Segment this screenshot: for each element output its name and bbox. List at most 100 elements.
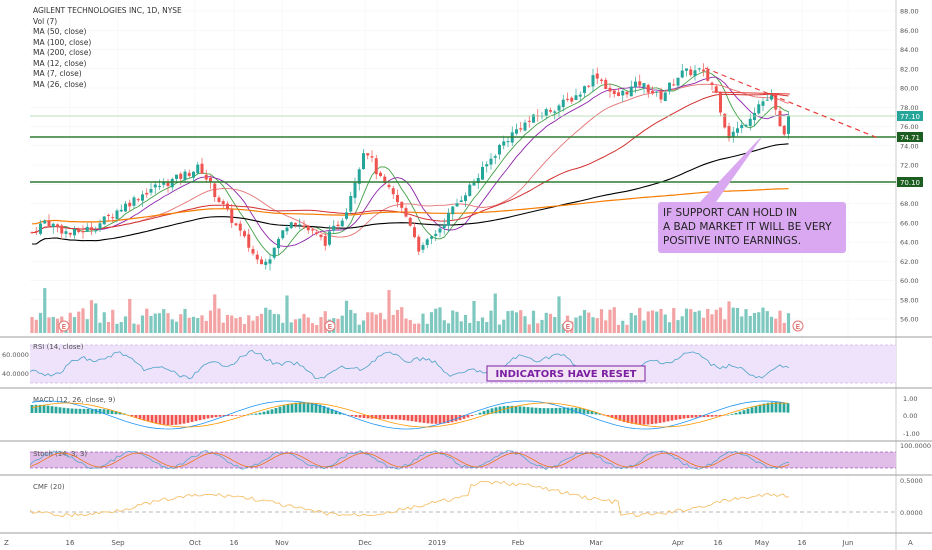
descending-trendline[interactable]: [704, 67, 879, 139]
macd-histogram-bar: [734, 412, 738, 415]
candle-body: [557, 105, 561, 111]
indicator-ma100[interactable]: MA (100, close): [33, 38, 91, 47]
candle-body: [238, 223, 242, 231]
svg-text:E: E: [566, 323, 570, 331]
volume-bar: [468, 322, 472, 333]
candle-body: [629, 86, 633, 97]
macd-histogram-bar: [358, 415, 362, 418]
candle-body: [498, 144, 501, 155]
macd-histogram-bar: [78, 408, 82, 414]
candle-body: [404, 208, 408, 217]
candle-body: [90, 227, 93, 231]
macd-histogram-bar: [322, 406, 326, 414]
volume-bar: [174, 321, 179, 333]
svg-text:40.0000: 40.0000: [2, 370, 29, 378]
auto-scale-corner[interactable]: A: [908, 539, 913, 547]
candle-body: [396, 194, 399, 203]
price-tick-label: 74.00: [900, 142, 919, 150]
macd-histogram-bar: [782, 402, 786, 413]
volume-bar: [731, 307, 735, 333]
macd-histogram-bar: [622, 415, 626, 422]
volume-bar: [276, 314, 281, 333]
macd-histogram-bar: [762, 403, 766, 413]
candle-body: [472, 182, 476, 186]
volume-bar: [234, 318, 238, 333]
indicator-ma50[interactable]: MA (50, close): [33, 27, 87, 36]
candle-body: [566, 98, 569, 100]
time-axis[interactable]: 16 Sep Oct 16 Nov Dec 2019 Feb Mar Apr 16 May 16 Jun: [66, 539, 854, 547]
candle-body: [166, 182, 170, 187]
candle-body: [532, 114, 535, 123]
svg-text:E: E: [62, 323, 66, 331]
callout-annotation[interactable]: IF SUPPORT CAN HOLD IN A BAD MARKET IT W…: [658, 137, 846, 253]
candle-body: [39, 223, 42, 234]
volume-bar: [264, 307, 268, 333]
macd-label: MACD (12, 26, close, 9): [33, 396, 116, 404]
candle-body: [655, 91, 659, 93]
volume-bar: [238, 317, 242, 333]
volume-bar: [740, 316, 744, 333]
macd-histogram-bar: [774, 402, 778, 413]
support-lines[interactable]: [30, 115, 896, 183]
macd-histogram-bar: [534, 407, 538, 414]
volume-bar: [225, 314, 230, 333]
macd-histogram-bar: [742, 410, 746, 415]
macd-histogram-bar: [446, 415, 450, 424]
volume-bar: [153, 313, 157, 333]
volume-bar: [769, 316, 774, 333]
candle-body: [693, 70, 697, 77]
macd-histogram-bar: [426, 415, 430, 424]
svg-text:-1.00: -1.00: [903, 430, 920, 438]
time-tick-label: 16: [798, 539, 807, 547]
indicator-ma12[interactable]: MA (12, close): [33, 59, 87, 68]
candle-body: [362, 153, 365, 170]
indicator-vol[interactable]: Vol (7): [33, 17, 57, 26]
macd-histogram-bar: [278, 406, 282, 414]
candle-body: [111, 217, 115, 219]
candle-body: [702, 69, 705, 72]
zoom-corner-left[interactable]: Z: [4, 539, 9, 547]
macd-histogram-bar: [362, 415, 366, 419]
candle-body: [357, 169, 361, 184]
earnings-markers[interactable]: E E E E: [58, 320, 804, 332]
candle-body: [455, 203, 459, 207]
rsi-label: RSI (14, close): [33, 343, 84, 351]
macd-histogram-bar: [354, 415, 358, 417]
indicator-ma7[interactable]: MA (7, close): [33, 69, 82, 78]
macd-histogram-bar: [490, 408, 494, 414]
macd-histogram-bar: [130, 415, 134, 417]
candle-body: [591, 75, 595, 87]
candle-body: [179, 173, 183, 179]
volume-bar: [497, 324, 502, 333]
volume-bar: [761, 307, 765, 333]
macd-histogram-bar: [154, 415, 158, 424]
volume-bar: [582, 310, 587, 333]
macd-histogram-bar: [494, 407, 498, 414]
macd-histogram-bar: [690, 415, 694, 418]
volume-bar: [319, 317, 323, 333]
volume-bar: [574, 317, 578, 333]
svg-text:1.00: 1.00: [903, 395, 917, 403]
macd-histogram-bar: [482, 411, 486, 415]
callout-pointer: [700, 137, 762, 202]
candle-body: [617, 92, 620, 96]
macd-histogram-bar: [706, 415, 710, 417]
indicator-ma200[interactable]: MA (200, close): [33, 48, 91, 57]
candle-body: [706, 69, 710, 81]
support-tag-lower: [897, 177, 923, 187]
indicator-ma26[interactable]: MA (26, close): [33, 80, 87, 89]
time-tick-label: 16: [230, 539, 239, 547]
time-tick-label: 2019: [428, 539, 446, 547]
candle-body: [651, 91, 654, 94]
candle-body: [417, 236, 421, 252]
candle-body: [128, 202, 132, 207]
macd-histogram-bar: [66, 408, 70, 414]
macd-histogram-bar: [402, 415, 406, 421]
earnings-marker-1: E: [58, 320, 70, 332]
candle-body: [187, 172, 191, 176]
candle-body: [383, 176, 387, 183]
volume-bar: [459, 321, 463, 333]
volume-bar: [374, 314, 378, 333]
candle-body: [43, 220, 47, 224]
